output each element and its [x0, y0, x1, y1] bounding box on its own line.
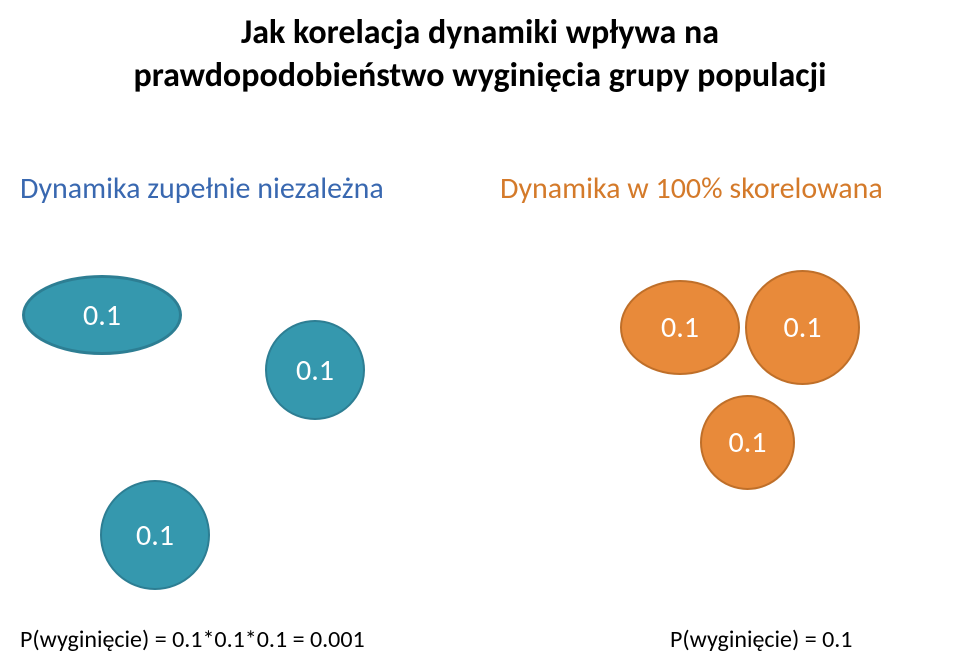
prob-correlated: P(wyginięcie) = 0.1	[670, 625, 852, 654]
prob-independent: P(wyginięcie) = 0.1*0.1*0.1 = 0.001	[20, 625, 365, 654]
circle-label: 0.1	[729, 424, 767, 461]
orange-circle: 0.1	[620, 280, 740, 375]
teal-circle: 0.1	[22, 275, 182, 355]
circle-label: 0.1	[296, 352, 334, 389]
circle-label: 0.1	[136, 517, 174, 554]
slide-title: Jak korelacja dynamiki wpływa na prawdop…	[0, 12, 960, 97]
teal-circle: 0.1	[265, 320, 365, 420]
title-line2: prawdopodobieństwo wyginięcia grupy popu…	[134, 55, 827, 96]
orange-circle: 0.1	[700, 395, 795, 490]
teal-circle: 0.1	[100, 480, 210, 590]
heading-independent: Dynamika zupełnie niezależna	[20, 170, 384, 207]
orange-circle: 0.1	[745, 270, 860, 385]
title-line1: Jak korelacja dynamiki wpływa na	[241, 12, 719, 53]
circle-label: 0.1	[661, 309, 699, 346]
circle-label: 0.1	[784, 309, 822, 346]
circle-label: 0.1	[83, 297, 121, 334]
heading-correlated: Dynamika w 100% skorelowana	[500, 170, 883, 207]
slide: { "title_line1": "Jak korelacja dynamiki…	[0, 0, 960, 671]
